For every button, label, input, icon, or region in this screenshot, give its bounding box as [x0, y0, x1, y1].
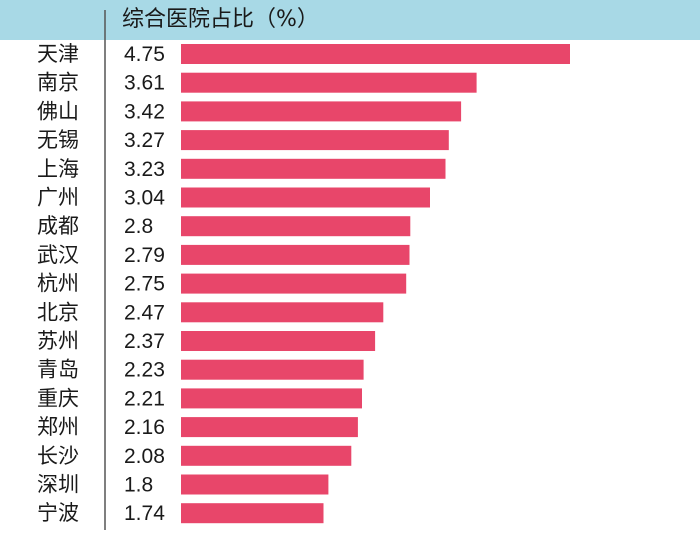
data-label: 3.42: [124, 100, 165, 123]
bar: [181, 417, 358, 438]
bar: [181, 244, 410, 265]
category-label: 南京: [37, 71, 79, 95]
data-label: 3.04: [124, 187, 165, 210]
bar: [181, 302, 384, 323]
category-label: 郑州: [37, 415, 79, 439]
category-label: 杭州: [37, 272, 79, 296]
category-label: 深圳: [37, 473, 79, 497]
category-label: 上海: [37, 157, 79, 181]
header-band: [0, 0, 700, 40]
data-label: 2.47: [124, 301, 165, 324]
bar: [181, 187, 430, 208]
chart-title: 综合医院占比（%）: [122, 7, 319, 32]
data-label: 2.08: [124, 445, 165, 468]
data-label: 2.21: [124, 387, 165, 410]
category-label: 天津: [37, 42, 79, 66]
bar: [181, 130, 449, 151]
bar: [181, 72, 477, 93]
bar: [181, 158, 446, 179]
data-label: 3.27: [124, 129, 165, 152]
data-label: 2.8: [124, 215, 153, 238]
data-label: 2.79: [124, 244, 165, 267]
bar: [181, 273, 407, 294]
category-label: 宁波: [37, 501, 79, 525]
bar: [181, 474, 329, 495]
bar: [181, 359, 364, 380]
data-label: 2.16: [124, 416, 165, 439]
bar: [181, 331, 376, 351]
bar: [181, 44, 570, 64]
category-label: 青岛: [37, 358, 79, 382]
bar: [181, 101, 462, 122]
category-label: 北京: [37, 300, 79, 324]
data-label: 2.23: [124, 359, 165, 382]
data-label: 2.37: [124, 330, 165, 353]
category-label: 无锡: [37, 128, 79, 152]
category-label: 重庆: [37, 386, 79, 410]
bar: [181, 445, 352, 466]
data-label: 3.23: [124, 158, 165, 181]
bar: [181, 503, 324, 524]
bar: [181, 388, 362, 409]
data-label: 4.75: [124, 43, 165, 66]
bar: [181, 216, 411, 237]
data-label: 1.74: [124, 502, 165, 525]
data-label: 3.61: [124, 72, 165, 95]
category-label: 长沙: [37, 444, 79, 468]
category-label: 佛山: [37, 99, 79, 123]
data-label: 1.8: [124, 474, 153, 497]
category-label: 成都: [37, 214, 79, 238]
category-label: 苏州: [37, 329, 79, 353]
data-label: 2.75: [124, 273, 165, 296]
category-label: 广州: [37, 186, 79, 210]
category-label: 武汉: [37, 243, 79, 267]
